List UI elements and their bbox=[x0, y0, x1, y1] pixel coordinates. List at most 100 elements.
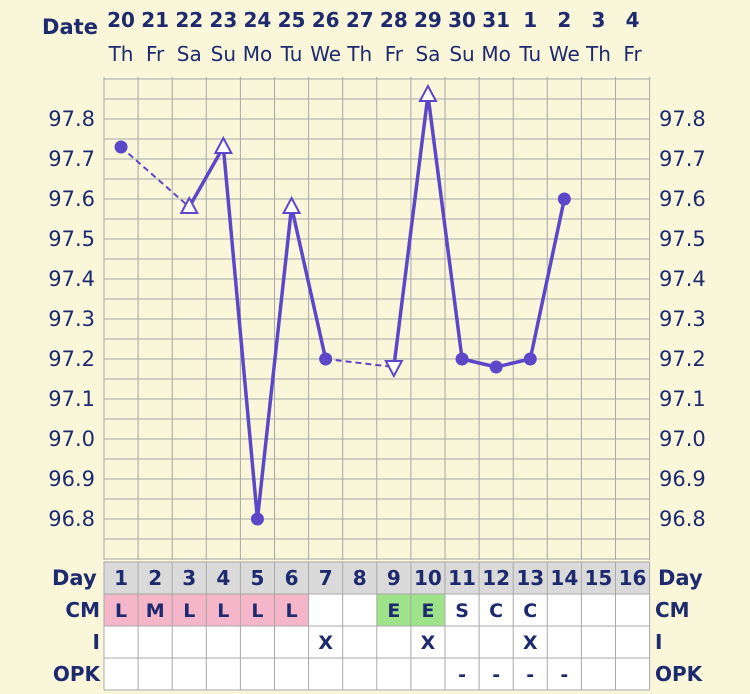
weekday-label: Fr bbox=[146, 42, 165, 66]
day-number: 13 bbox=[516, 566, 544, 590]
cycle-table bbox=[103, 561, 651, 691]
row-label-left: OPK bbox=[53, 662, 102, 686]
series-segment bbox=[221, 146, 260, 520]
weekday-label: Sa bbox=[177, 42, 202, 66]
weekday-label: Tu bbox=[518, 42, 541, 66]
table-cell-value: X bbox=[318, 632, 333, 654]
series-segment-dashed bbox=[325, 358, 394, 368]
table-cell-value: C bbox=[523, 600, 537, 622]
table-cell-value: X bbox=[421, 632, 436, 654]
cm-cell-highlight bbox=[172, 594, 207, 626]
day-number: 16 bbox=[619, 566, 647, 590]
table-cell-value: L bbox=[285, 600, 297, 622]
labels: Date 20 21 22 23 24 25 26 27 28 29 30 31 1 2 3 4Th Fr Sa Su… bbox=[42, 8, 706, 686]
series-segment bbox=[528, 198, 567, 360]
data-point-circle bbox=[489, 360, 503, 374]
y-tick-label-right: 96.9 bbox=[659, 467, 706, 491]
data-point-circle bbox=[455, 352, 469, 366]
y-tick-label-left: 96.9 bbox=[48, 467, 95, 491]
weekday-label: We bbox=[310, 42, 341, 66]
day-number: 9 bbox=[387, 566, 401, 590]
y-tick-label-left: 97.1 bbox=[48, 387, 95, 411]
weekday-label: Mo bbox=[481, 42, 511, 66]
table-cell-value: - bbox=[458, 664, 466, 686]
weekday-label: Sa bbox=[415, 42, 440, 66]
y-tick-label-right: 96.8 bbox=[659, 507, 706, 531]
data-point-circle bbox=[557, 192, 571, 206]
data-point-circle bbox=[114, 140, 128, 154]
weekday-label: Th bbox=[585, 42, 611, 66]
table-cell-value: M bbox=[146, 600, 165, 622]
date-label: 3 bbox=[591, 8, 605, 32]
date-label: 1 bbox=[523, 8, 537, 32]
y-tick-label-left: 97.2 bbox=[48, 347, 95, 371]
y-tick-label-right: 97.5 bbox=[659, 227, 706, 251]
weekday-label: Th bbox=[108, 42, 134, 66]
date-label: 20 bbox=[107, 8, 135, 32]
cm-cell-highlight bbox=[240, 594, 275, 626]
cm-cell-highlight bbox=[410, 594, 445, 626]
series-segment bbox=[289, 206, 328, 360]
date-label: 21 bbox=[141, 8, 169, 32]
row-label-left: I bbox=[93, 630, 100, 654]
day-row-label-left: Day bbox=[52, 566, 97, 590]
table-cell-value: E bbox=[421, 600, 434, 622]
y-tick-label-left: 97.7 bbox=[48, 147, 95, 171]
cm-cell-highlight bbox=[104, 594, 139, 626]
day-number: 7 bbox=[319, 566, 333, 590]
cm-cell-highlight bbox=[138, 594, 173, 626]
data-point-triangle-down bbox=[384, 360, 404, 379]
y-tick-label-right: 97.2 bbox=[659, 347, 706, 371]
y-tick-label-right: 97.3 bbox=[659, 307, 706, 331]
date-label: 30 bbox=[448, 8, 476, 32]
weekday-label: Mo bbox=[243, 42, 273, 66]
row-label-right: CM bbox=[655, 598, 690, 622]
weekday-label: Su bbox=[449, 42, 474, 66]
y-tick-label-left: 97.5 bbox=[48, 227, 95, 251]
day-number: 2 bbox=[148, 566, 162, 590]
data-point-triangle bbox=[179, 195, 199, 214]
date-label: 26 bbox=[312, 8, 340, 32]
date-label: 28 bbox=[380, 8, 408, 32]
day-number: 3 bbox=[182, 566, 196, 590]
table-cell-value: - bbox=[560, 664, 568, 686]
day-number: 6 bbox=[285, 566, 299, 590]
table-cell-value: S bbox=[455, 600, 469, 622]
y-tick-label-right: 97.4 bbox=[659, 267, 706, 291]
y-tick-label-left: 97.3 bbox=[48, 307, 95, 331]
data-point-circle bbox=[523, 352, 537, 366]
day-row-label-right: Day bbox=[658, 566, 703, 590]
row-label-right: OPK bbox=[655, 662, 704, 686]
day-number: 12 bbox=[482, 566, 510, 590]
date-label: 22 bbox=[175, 8, 203, 32]
data-point-circle bbox=[250, 512, 264, 526]
day-number: 4 bbox=[216, 566, 230, 590]
row-label-right: I bbox=[655, 630, 662, 654]
date-label: 29 bbox=[414, 8, 442, 32]
table-cell-value: L bbox=[183, 600, 195, 622]
date-header-label: Date bbox=[42, 15, 98, 39]
day-number: 15 bbox=[585, 566, 613, 590]
date-label: 25 bbox=[278, 8, 306, 32]
weekday-label: We bbox=[549, 42, 580, 66]
table-cell-value: - bbox=[526, 664, 534, 686]
data-point-triangle bbox=[213, 135, 234, 154]
table-cell-value: L bbox=[217, 600, 229, 622]
table-cell-value: X bbox=[523, 632, 538, 654]
temperature-series bbox=[114, 83, 571, 526]
series-segment bbox=[255, 206, 294, 520]
date-label: 27 bbox=[346, 8, 374, 32]
weekday-label: Tu bbox=[280, 42, 303, 66]
date-label: 2 bbox=[557, 8, 571, 32]
table-cell-value: C bbox=[489, 600, 503, 622]
cm-cell-highlight bbox=[376, 594, 411, 626]
table-cell-value: - bbox=[492, 664, 500, 686]
y-tick-label-right: 97.8 bbox=[659, 107, 706, 131]
y-tick-label-left: 96.8 bbox=[48, 507, 95, 531]
data-point-triangle bbox=[281, 195, 302, 214]
data-point-triangle bbox=[418, 83, 438, 102]
day-number: 11 bbox=[448, 566, 476, 590]
date-label: 23 bbox=[209, 8, 237, 32]
grid bbox=[103, 77, 651, 560]
